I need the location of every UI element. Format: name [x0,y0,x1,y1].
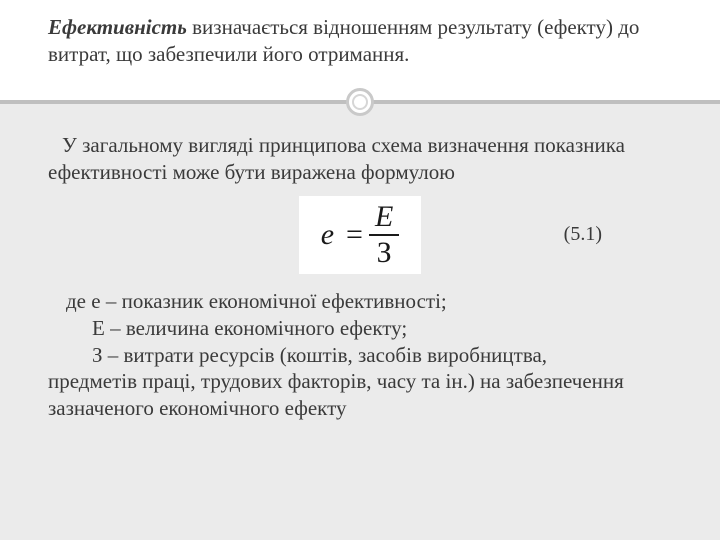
equation-number: (5.1) [564,223,602,246]
where-line-e-small: де е – показник економічної ефективності… [48,288,672,315]
formula-denominator: З [371,236,398,268]
where-line-z-b: предметів праці, трудових факторів, часу… [48,368,672,422]
intro-paragraph: У загальному вигляді принципова схема ви… [48,132,672,186]
where-line-e-big: Е – величина економічного ефекту; [48,315,672,342]
where-block: де е – показник економічної ефективності… [48,288,672,422]
definition-term: Ефективність [48,15,187,39]
formula-lhs: е [321,218,334,252]
content-section: У загальному вигляді принципова схема ви… [0,104,720,540]
slide: Ефективність визначається відношенням ре… [0,0,720,540]
where-line-z-a: З – витрати ресурсів (коштів, засобів ви… [48,342,672,369]
definition-text: Ефективність визначається відношенням ре… [48,14,672,68]
formula-fraction: Е З [369,202,399,268]
formula-row: е = Е З (5.1) [48,196,672,274]
definition-section: Ефективність визначається відношенням ре… [0,0,720,76]
formula-numerator: Е [369,202,399,234]
formula-box: е = Е З [299,196,422,274]
ring-ornament-icon [346,88,374,116]
formula-equals: = [346,218,363,252]
